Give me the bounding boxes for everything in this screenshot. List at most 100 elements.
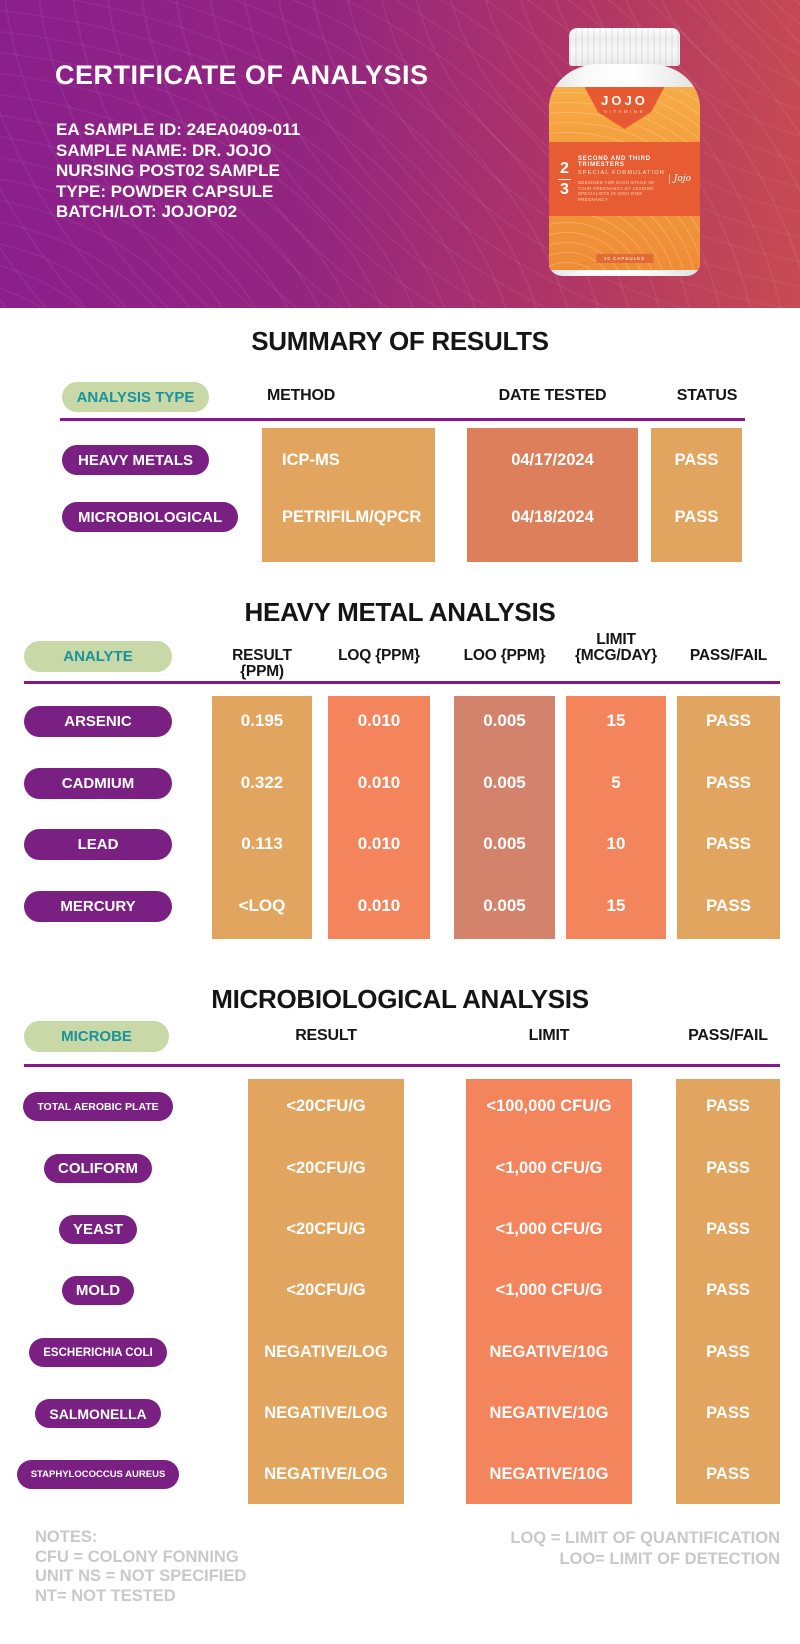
summary-title: SUMMARY OF RESULTS — [251, 326, 549, 356]
sample-name-line: SAMPLE NAME: DR. JOJO — [56, 140, 272, 160]
cell-total-aerobic-passfail: PASS — [706, 1096, 750, 1115]
sample-name-line2: NURSING POST02 SAMPLE — [56, 161, 280, 180]
cell-cadmium-loo: 0.005 — [483, 773, 526, 792]
heavy-metals-pass-column-bg — [677, 696, 780, 939]
heavy-metals-header-result: RESULT {PPM) — [232, 647, 292, 680]
brand-subtitle: VITAMINS — [604, 109, 645, 114]
micro-divider-rule — [24, 1064, 780, 1067]
cell-cadmium-loq: 0.010 — [357, 773, 401, 792]
summary-row-microbiological-pill: MICROBIOLOGICAL — [62, 502, 239, 532]
bottle-label: JOJO VITAMINS 2 3 SECOND AND THIRD TRIME… — [549, 87, 700, 270]
heavy-metals-header-passfail: PASS/FAIL — [689, 647, 768, 664]
cell-lead-limit: 10 — [606, 834, 626, 853]
cell-yeast-passfail: PASS — [706, 1219, 750, 1238]
doctor-signature: Jojo — [668, 174, 691, 184]
cell-mercury-loo: 0.005 — [483, 896, 526, 915]
cell-lead-loq: 0.010 — [357, 834, 401, 853]
cell-mold-passfail: PASS — [706, 1280, 750, 1299]
microbiological-title: MICROBIOLOGICAL ANALYSIS — [211, 984, 589, 1014]
summary-date-column-bg — [467, 428, 638, 562]
micro-header-passfail: PASS/FAIL — [688, 1027, 768, 1044]
summary-cell-date-1: 04/18/2024 — [511, 507, 594, 526]
summary-status-column-bg — [651, 428, 742, 562]
heavy-metals-divider-rule — [24, 681, 780, 684]
note-ns: UNIT NS = NOT SPECIFIED — [35, 1567, 247, 1585]
analyte-pill-arsenic: ARSENIC — [24, 706, 172, 737]
cell-arsenic-limit: 15 — [606, 711, 626, 730]
cell-yeast-result: <20CFU/G — [286, 1219, 366, 1238]
cell-lead-result: 0.113 — [241, 834, 283, 853]
cell-total-aerobic-limit: <100,000 CFU/G — [486, 1096, 612, 1115]
bottle-body: JOJO VITAMINS 2 3 SECOND AND THIRD TRIME… — [549, 64, 700, 276]
summary-cell-date-0: 04/17/2024 — [511, 450, 594, 469]
cell-cadmium-result: 0.322 — [240, 773, 284, 792]
cell-mold-limit: <1,000 CFU/G — [495, 1280, 603, 1299]
summary-row-heavy-metals-pill: HEAVY METALS — [62, 445, 210, 475]
micro-result-column-bg — [248, 1079, 404, 1504]
microbe-pill-row: COLIFORM — [24, 1154, 172, 1183]
microbe-pill-mold: MOLD — [61, 1276, 135, 1305]
note-nt: NT= NOT TESTED — [35, 1586, 176, 1605]
heavy-metals-loo-column-bg — [454, 696, 555, 939]
heavy-metals-header-analyte: ANALYTE — [24, 641, 172, 672]
microbe-pill-salmonella: SALMONELLA — [35, 1399, 161, 1428]
cell-arsenic-result: 0.195 — [240, 711, 284, 730]
cell-salmonella-passfail: PASS — [706, 1403, 750, 1422]
heavy-metals-header-loo: LOO {PPM} — [463, 647, 546, 664]
heavy-metals-title: HEAVY METAL ANALYSIS — [244, 597, 556, 627]
brand-name: JOJO — [601, 93, 648, 108]
microbe-pill-yeast: YEAST — [58, 1215, 137, 1244]
note-loo: LOO= LIMIT OF DETECTION — [559, 1550, 780, 1568]
summary-cell-method-0: ICP-MS — [282, 450, 340, 469]
note-loq: LOQ = LIMIT OF QUANTIFICATION — [510, 1529, 780, 1547]
sample-info-block: EA SAMPLE ID: 24EA0409-011 SAMPLE NAME: … — [56, 120, 300, 223]
micro-header-result: RESULT — [295, 1027, 357, 1044]
brand-badge: JOJO VITAMINS — [584, 87, 665, 129]
summary-header-status: STATUS — [676, 387, 738, 404]
product-bottle-image: JOJO VITAMINS 2 3 SECOND AND THIRD TRIME… — [549, 28, 700, 276]
summary-cell-method-1: PETRIFILM/QPCR — [282, 507, 422, 526]
cell-coliform-limit: <1,000 CFU/G — [495, 1158, 603, 1177]
cell-lead-passfail: PASS — [705, 834, 752, 853]
analyte-pill-cadmium: CADMIUM — [24, 768, 172, 799]
notes-right-block: LOQ = LIMIT OF QUANTIFICATION LOO= LIMIT… — [510, 1528, 780, 1570]
cell-ecoli-result: NEGATIVE/LOG — [264, 1342, 388, 1361]
microbe-pill-staphylococcus-aureus: STAPHYLOCOCCUS AUREUS — [16, 1460, 180, 1489]
page-title: CERTIFICATE OF ANALYSIS — [55, 60, 429, 90]
cell-coliform-result: <20CFU/G — [286, 1158, 366, 1177]
heavy-metals-limit-column-bg — [566, 696, 666, 939]
cell-ecoli-passfail: PASS — [706, 1342, 750, 1361]
microbe-pill-total-aerobic-plate: TOTAL AEROBIC PLATE — [23, 1092, 173, 1121]
microbe-pill-escherichia-coli: ESCHERICHIA COLI — [29, 1338, 167, 1367]
cell-yeast-limit: <1,000 CFU/G — [495, 1219, 603, 1238]
bottle-cap — [569, 28, 680, 66]
microbe-pill-row: YEAST — [24, 1215, 172, 1244]
cell-staph-result: NEGATIVE/LOG — [264, 1464, 388, 1483]
microbe-pill-coliform: COLIFORM — [44, 1154, 152, 1183]
cell-salmonella-limit: NEGATIVE/10G — [489, 1403, 609, 1422]
label-band-text: SECOND AND THIRD TRIMESTERS SPECIAL FORM… — [578, 156, 665, 202]
micro-pass-column-bg — [676, 1079, 780, 1504]
cell-lead-loo: 0.005 — [483, 834, 526, 853]
summary-cell-status-0: PASS — [674, 450, 719, 469]
cell-arsenic-loq: 0.010 — [357, 711, 401, 730]
micro-header-microbe: MICROBE — [24, 1021, 169, 1052]
sample-id-line: EA SAMPLE ID: 24EA0409-011 — [56, 120, 301, 139]
cell-staph-limit: NEGATIVE/10G — [489, 1464, 609, 1483]
heavy-metals-header-loq: LOQ {PPM} — [338, 647, 420, 664]
sample-type-line: TYPE: POWDER CAPSULE — [56, 181, 274, 201]
cell-arsenic-loo: 0.005 — [483, 711, 526, 730]
microbe-pill-row: TOTAL AEROBIC PLATE — [23, 1092, 173, 1121]
hero-banner: CERTIFICATE OF ANALYSIS EA SAMPLE ID: 24… — [0, 0, 800, 308]
cell-total-aerobic-result: <20CFU/G — [286, 1096, 366, 1115]
summary-header-analysis-type: ANALYSIS TYPE — [62, 382, 209, 412]
summary-divider-rule — [60, 418, 745, 421]
cell-coliform-passfail: PASS — [706, 1158, 750, 1177]
heavy-metals-loq-column-bg — [328, 696, 430, 939]
microbe-pill-row: MOLD — [24, 1276, 172, 1305]
cell-mold-result: <20CFU/G — [286, 1280, 366, 1299]
capsule-count: 30 CAPSULES — [595, 254, 654, 263]
cell-cadmium-limit: 5 — [611, 773, 621, 792]
cell-arsenic-passfail: PASS — [705, 711, 752, 730]
